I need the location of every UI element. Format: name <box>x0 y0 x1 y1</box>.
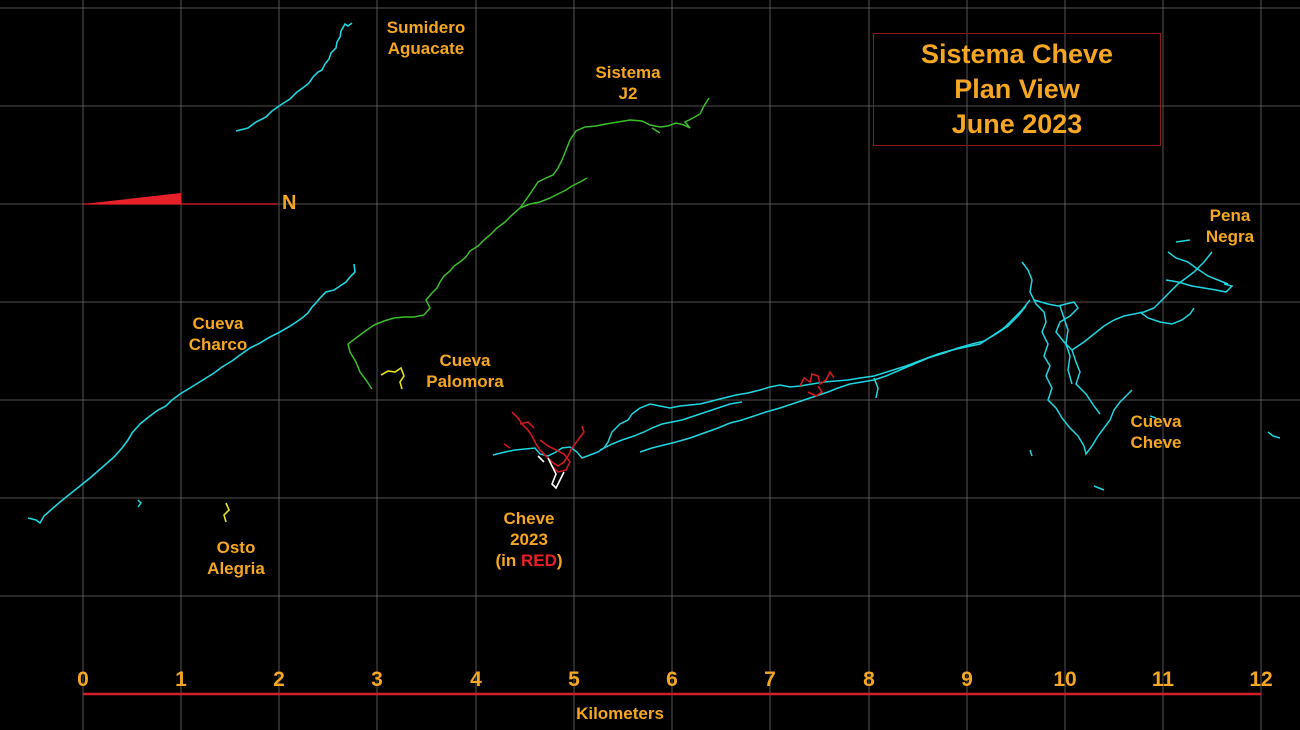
label-line: Cueva <box>439 351 491 370</box>
scale-tick: 9 <box>961 668 973 691</box>
survey-sistema-j2 <box>347 97 710 390</box>
label-line: Osto <box>216 538 256 557</box>
label-line: J2 <box>618 84 638 103</box>
label-line: Sumidero <box>386 18 466 37</box>
north-label: N <box>282 192 297 214</box>
label-osto-alegria: Osto Alegria <box>196 537 276 579</box>
scale-tick: 8 <box>863 668 875 691</box>
map-title-box: Sistema Cheve Plan View June 2023 <box>873 33 1161 146</box>
label-sumidero-aguacate: Sumidero Aguacate <box>376 17 476 59</box>
label-line: Negra <box>1205 227 1255 246</box>
survey-sumidero-aguacate <box>235 22 353 132</box>
map-title-line1: Sistema Cheve <box>920 39 1114 69</box>
scale-tick: 10 <box>1053 668 1077 691</box>
north-arrow <box>83 193 277 205</box>
survey-white-segments <box>537 455 565 490</box>
label-cueva-cheve: Cueva Cheve <box>1116 411 1196 453</box>
scale-tick: 6 <box>666 668 678 691</box>
label-line: Cueva <box>192 314 244 333</box>
label-line: Aguacate <box>387 39 465 58</box>
label-line: Sistema <box>595 63 661 82</box>
scale-unit-label: Kilometers <box>576 704 664 723</box>
scale-tick: 3 <box>371 668 383 691</box>
scale-tick: 11 <box>1151 668 1175 691</box>
label-cueva-palomora: Cueva Palomora <box>414 350 516 392</box>
scale-tick: 2 <box>273 668 285 691</box>
label-cueva-charco: Cueva Charco <box>178 313 258 355</box>
label-cheve-2023: Cheve 2023 (in RED) <box>478 508 580 571</box>
label-sistema-j2: Sistema J2 <box>580 62 676 104</box>
scale-tick: 0 <box>77 668 89 691</box>
survey-cueva-palomora <box>380 366 405 390</box>
map-title-line2: Plan View <box>954 74 1080 104</box>
label-pena-negra: Pena Negra <box>1192 205 1268 247</box>
label-line: Charco <box>188 335 248 354</box>
label-line: 2023 <box>510 530 548 549</box>
label-line: Palomora <box>426 372 504 391</box>
label-line: Alegria <box>207 559 265 578</box>
label-line: Pena <box>1209 206 1251 225</box>
scale-tick: 1 <box>175 668 187 691</box>
survey-sistema-cheve <box>492 239 1281 491</box>
label-red-word: RED <box>520 551 557 570</box>
map-title-line3: June 2023 <box>951 109 1083 139</box>
label-line: Cheve <box>1130 433 1182 452</box>
survey-small-fragment <box>137 499 142 508</box>
survey-osto-alegria <box>223 502 230 523</box>
scale-tick: 7 <box>764 668 776 691</box>
label-suffix: ) <box>556 551 563 570</box>
scale-tick: 4 <box>470 668 482 691</box>
scale-tick: 5 <box>568 668 580 691</box>
scale-tick: 12 <box>1249 668 1273 691</box>
label-prefix: (in <box>495 551 521 570</box>
label-line: Cueva <box>1130 412 1182 431</box>
survey-cueva-charco <box>27 263 356 525</box>
label-line: (in RED) <box>478 550 580 571</box>
label-line: Cheve <box>503 509 555 528</box>
